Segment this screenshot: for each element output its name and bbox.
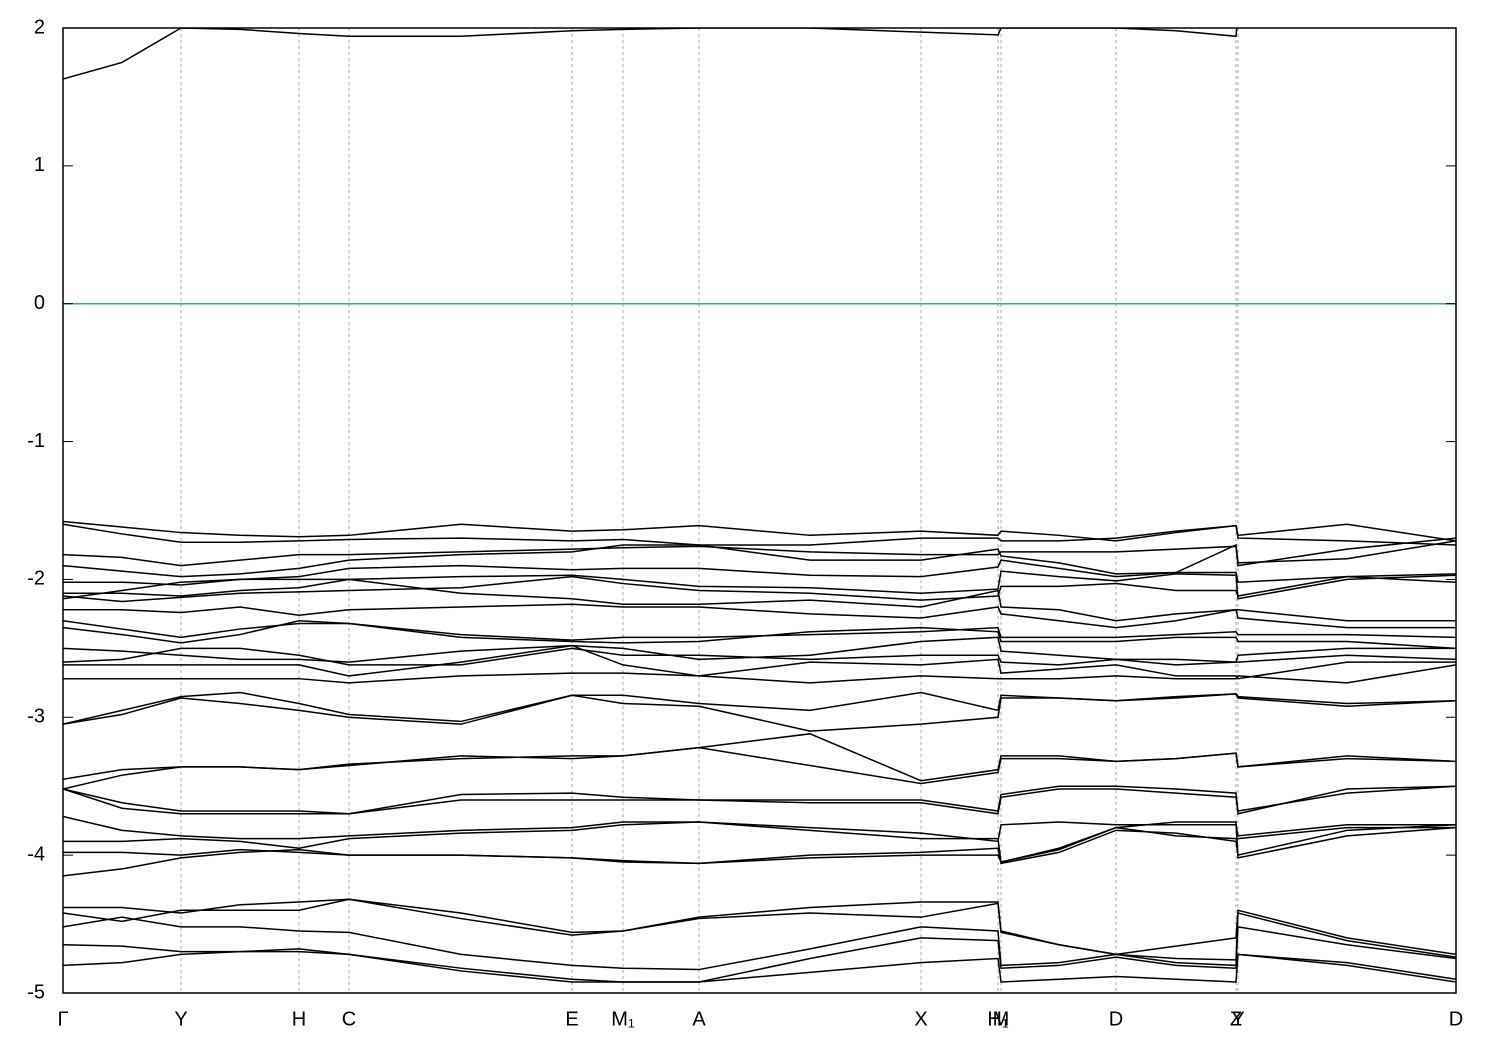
x-tick-label: D (1109, 1008, 1123, 1030)
x-tick-label: E (565, 1008, 578, 1030)
band-line (63, 821, 1456, 877)
band-line (63, 603, 1456, 629)
band-line (63, 559, 1456, 586)
x-tick-label: X (914, 1008, 927, 1030)
band-line (63, 647, 1456, 666)
band-line (63, 636, 1456, 663)
x-tick-label: A (692, 1008, 706, 1030)
x-tick-label: Z (1230, 1008, 1242, 1030)
band-line (63, 948, 1456, 983)
band-line (63, 620, 1456, 650)
y-tick-label: -1 (27, 430, 45, 452)
band-line (63, 898, 1456, 961)
band-line (63, 28, 1238, 80)
band-line (63, 644, 1456, 680)
band-line (63, 575, 1456, 603)
band-line (63, 693, 1456, 732)
band-line (63, 570, 1456, 600)
y-tick-label: -5 (27, 981, 45, 1003)
y-tick-label: -2 (27, 568, 45, 590)
y-tick-label: -3 (27, 706, 45, 728)
band-line (63, 785, 1456, 815)
band-line (63, 916, 1456, 971)
band-line (63, 540, 1456, 567)
band-line (63, 578, 1456, 622)
plot-area (63, 28, 1456, 983)
band-line (63, 815, 1456, 843)
y-tick-label: 0 (34, 292, 45, 314)
x-tick-label: Y (1231, 1008, 1244, 1030)
y-tick-label: 2 (34, 16, 45, 38)
x-tick-label: M (993, 1008, 1010, 1030)
x-tick-label: H (292, 1008, 306, 1030)
band-line (63, 537, 1456, 578)
y-tick-label: 1 (34, 154, 45, 176)
band-line (63, 620, 1456, 641)
y-tick-label: -4 (27, 843, 45, 865)
band-line (63, 821, 1456, 863)
band-line (63, 824, 1456, 865)
x-tick-label: D (1449, 1008, 1463, 1030)
band-line (63, 523, 1456, 546)
band-line (63, 664, 1456, 684)
x-tick-label: C (342, 1008, 356, 1030)
plot-frame (62, 27, 1457, 994)
x-tick-label: Y (174, 1008, 187, 1030)
band-line (63, 746, 1456, 790)
x-tick-label: H₁ (987, 1008, 1008, 1030)
x-tick-label: Γ (57, 1008, 68, 1030)
band-line (63, 898, 1456, 956)
band-line (63, 937, 1456, 983)
band-line (63, 785, 1456, 815)
x-tick-label: M₁ (611, 1008, 635, 1030)
grid (62, 28, 1457, 993)
